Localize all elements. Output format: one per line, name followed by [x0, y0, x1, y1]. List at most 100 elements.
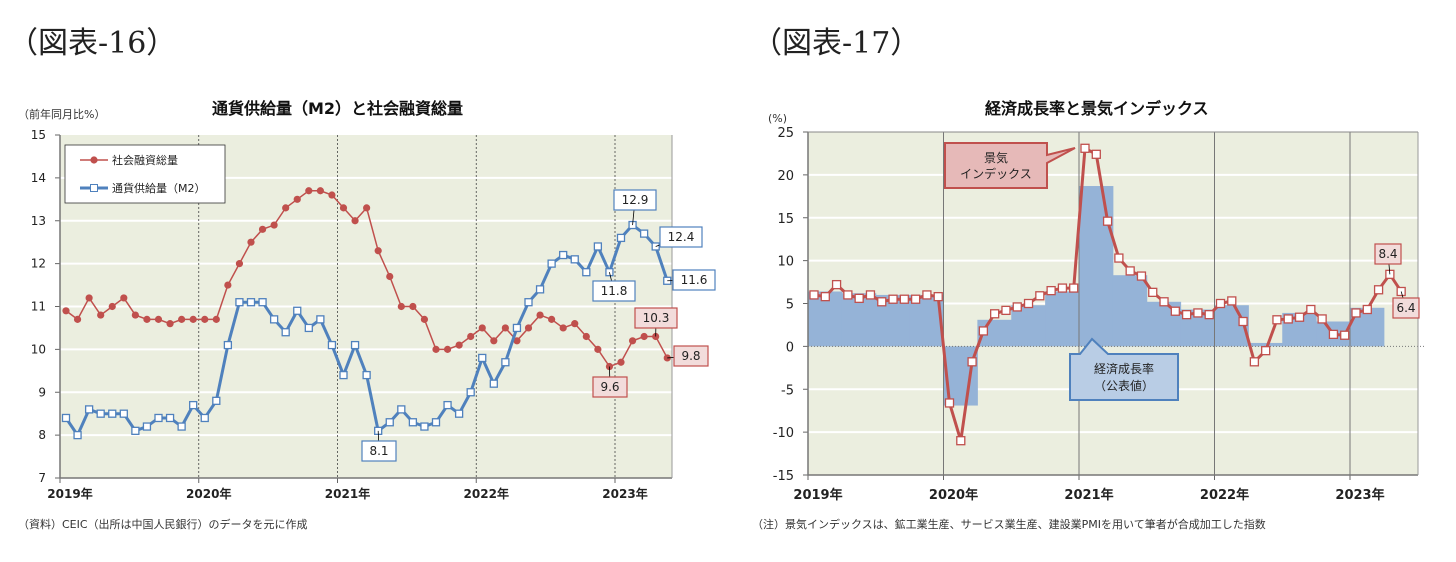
right-chart-title: 経済成長率と景気インデックス: [985, 99, 1209, 118]
m2-point: [142, 422, 152, 431]
tsf-point: [166, 320, 174, 328]
left-unit-label: （前年同月比%）: [18, 108, 106, 121]
y-tick-label: 11: [31, 300, 46, 314]
y-tick-label: 15: [31, 128, 46, 142]
index-point: [843, 290, 853, 300]
legend-tsf-marker: [90, 156, 98, 164]
index-callout: [944, 142, 1076, 189]
tsf-point: [536, 311, 544, 319]
m2-point: [339, 370, 348, 380]
index-point: [1272, 315, 1282, 325]
gdp-bar: [1112, 275, 1148, 347]
annotation-label: 10.3: [643, 311, 670, 325]
m2-point: [316, 315, 325, 324]
m2-point: [154, 413, 163, 423]
tsf-point: [559, 324, 567, 332]
m2-point: [200, 413, 209, 423]
m2-point: [512, 323, 522, 333]
left-legend: [64, 144, 226, 204]
m2-point: [293, 306, 302, 315]
m2-point: [165, 413, 175, 423]
tsf-point: [143, 315, 151, 323]
index-point: [1001, 305, 1011, 316]
index-point: [1091, 149, 1101, 159]
index-point: [910, 294, 921, 304]
figure-label-17: （図表-17）: [752, 26, 921, 61]
tsf-point: [478, 324, 486, 332]
annotation-label: 6.4: [1396, 301, 1415, 315]
tsf-point: [235, 260, 244, 268]
tsf-point: [455, 341, 463, 349]
x-tick-label: 2022年: [1200, 487, 1249, 503]
y-tick-label: -15: [773, 469, 794, 484]
m2-point: [582, 268, 591, 277]
index-point: [1306, 304, 1316, 315]
m2-point: [73, 430, 82, 440]
tsf-point: [201, 315, 209, 323]
tsf-point: [443, 345, 452, 353]
index-point: [1102, 216, 1113, 226]
gdp-bar: [1045, 291, 1080, 347]
tsf-point: [154, 315, 163, 323]
annotation-label: 9.6: [600, 380, 619, 394]
m2-point: [119, 409, 128, 418]
index-point: [1317, 314, 1327, 324]
m2-point: [350, 340, 360, 350]
index-point: [967, 357, 977, 367]
index-point: [1080, 143, 1090, 153]
x-tick-label: 2022年: [464, 486, 509, 501]
y-tick-label: 15: [777, 212, 794, 227]
index-point: [1114, 253, 1124, 263]
m2-point: [535, 285, 545, 294]
x-tick-label: 2021年: [1064, 487, 1113, 503]
tsf-point: [548, 315, 556, 323]
index-point: [831, 279, 842, 290]
y-tick-label: 12: [31, 257, 46, 271]
index-point: [1136, 271, 1147, 281]
m2-point: [269, 315, 279, 324]
index-point: [1204, 309, 1214, 320]
index-point: [1046, 285, 1056, 296]
index-point: [1181, 309, 1192, 320]
x-tick-label: 2021年: [325, 486, 370, 501]
tsf-point: [305, 187, 313, 195]
tsf-point: [120, 294, 128, 302]
y-tick-label: -5: [781, 383, 794, 398]
tsf-point: [178, 315, 186, 323]
x-tick-label: 2023年: [1335, 487, 1384, 503]
x-tick-label: 2023年: [602, 486, 647, 501]
index-point: [956, 436, 966, 446]
m2-point: [397, 405, 406, 414]
m2-point: [246, 298, 256, 307]
tsf-point: [617, 358, 625, 366]
index-point: [944, 398, 955, 408]
index-point: [854, 293, 864, 304]
tsf-point: [85, 294, 93, 302]
index-point: [1294, 312, 1305, 322]
legend-m2-marker: [90, 184, 98, 192]
index-point: [1362, 304, 1372, 315]
m2-point: [281, 328, 290, 337]
index-point: [820, 291, 830, 302]
tsf-point: [189, 315, 197, 323]
m2-point: [570, 255, 579, 264]
annotation-box: [1374, 243, 1402, 265]
annotation-label: 12.9: [622, 193, 649, 207]
index-point: [1035, 291, 1045, 301]
index-point: [933, 291, 943, 302]
left-chart: 7 8 9 10 11 12 13 14 15 2019年 2020年 2021年 2022年 2023年…: [31, 128, 716, 501]
tsf-point: [640, 332, 648, 341]
index-point: [888, 294, 898, 304]
m2-point: [559, 250, 568, 260]
tsf-point: [258, 225, 267, 233]
m2-point: [189, 400, 198, 410]
tsf-point: [316, 187, 324, 195]
tsf-point: [571, 320, 579, 328]
tsf-point: [397, 302, 405, 311]
index-point: [1261, 346, 1271, 356]
y-tick-label: 25: [777, 126, 794, 141]
m2-point: [212, 396, 221, 405]
index-point: [865, 290, 876, 300]
annotation-label: 8.1: [369, 444, 388, 458]
